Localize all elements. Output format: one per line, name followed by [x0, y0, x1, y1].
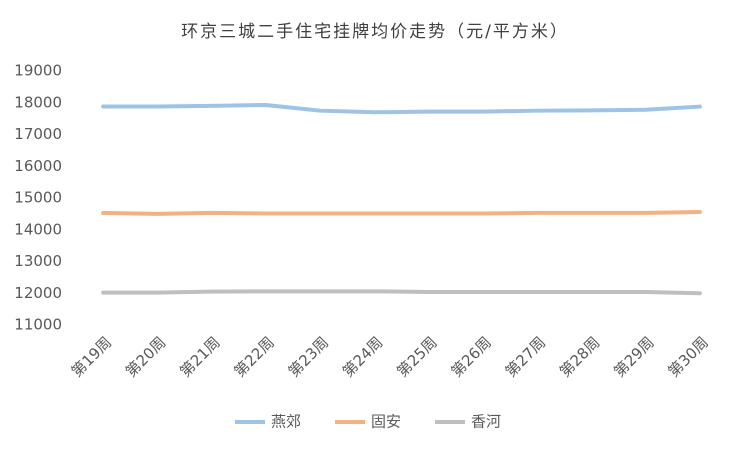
- y-tick-label: 16000: [14, 157, 62, 175]
- legend-label: 燕郊: [271, 413, 301, 431]
- x-tick-label: 第19周: [68, 333, 115, 380]
- legend-label: 固安: [371, 413, 401, 431]
- x-tick-label: 第29周: [610, 333, 657, 380]
- y-tick-label: 17000: [14, 125, 62, 143]
- x-tick-label: 第23周: [285, 333, 332, 380]
- x-tick-label: 第24周: [339, 333, 386, 380]
- y-tick-label: 13000: [14, 252, 62, 270]
- y-tick-label: 12000: [14, 284, 62, 302]
- y-tick-label: 11000: [14, 316, 62, 334]
- x-tick-label: 第28周: [556, 333, 603, 380]
- y-tick-label: 18000: [14, 93, 62, 111]
- y-tick-label: 14000: [14, 220, 62, 238]
- series-line: [101, 289, 702, 296]
- x-tick-label: 第27周: [502, 333, 549, 380]
- legend-label: 香河: [471, 413, 501, 431]
- x-tick-label: 第20周: [122, 333, 169, 380]
- series-line: [101, 102, 702, 115]
- y-tick-label: 19000: [14, 62, 62, 80]
- chart-title: 环京三城二手住宅挂牌均价走势（元/平方米）: [181, 22, 569, 42]
- x-tick-label: 第30周: [664, 333, 711, 380]
- x-tick-label: 第21周: [176, 333, 223, 380]
- x-tick-label: 第25周: [393, 333, 440, 380]
- series-line: [101, 209, 702, 216]
- x-tick-label: 第22周: [230, 333, 277, 380]
- x-tick-label: 第26周: [447, 333, 494, 380]
- y-tick-label: 15000: [14, 189, 62, 207]
